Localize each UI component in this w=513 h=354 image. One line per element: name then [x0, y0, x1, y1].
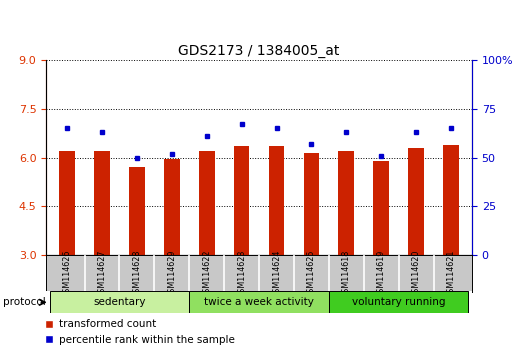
Text: GSM114628: GSM114628	[132, 249, 142, 298]
Bar	[199, 151, 214, 255]
Bar	[50, 291, 189, 313]
Text: GSM114618: GSM114618	[342, 249, 351, 298]
Text: GSM114620: GSM114620	[411, 249, 421, 298]
Text: GSM114621: GSM114621	[446, 249, 456, 298]
Text: GSM114623: GSM114623	[237, 249, 246, 298]
Legend: transformed count, percentile rank within the sample: transformed count, percentile rank withi…	[41, 315, 239, 349]
Text: protocol: protocol	[3, 297, 45, 307]
Bar	[164, 159, 180, 255]
Bar	[94, 151, 110, 255]
Text: GSM114622: GSM114622	[202, 249, 211, 298]
Bar	[373, 161, 389, 255]
Text: GSM114629: GSM114629	[167, 249, 176, 298]
Bar	[129, 167, 145, 255]
Bar	[269, 146, 284, 255]
Bar	[304, 153, 319, 255]
Text: voluntary running: voluntary running	[352, 297, 445, 307]
Text: GSM114624: GSM114624	[272, 249, 281, 298]
Text: GSM114619: GSM114619	[377, 249, 386, 298]
Bar	[339, 151, 354, 255]
Bar	[60, 151, 75, 255]
Text: GSM114625: GSM114625	[307, 249, 316, 298]
Title: GDS2173 / 1384005_at: GDS2173 / 1384005_at	[179, 44, 340, 58]
Text: twice a week activity: twice a week activity	[204, 297, 314, 307]
Bar	[443, 144, 459, 255]
Bar	[189, 291, 329, 313]
Text: GSM114627: GSM114627	[97, 249, 107, 298]
Bar	[329, 291, 468, 313]
Bar	[408, 148, 424, 255]
Text: sedentary: sedentary	[93, 297, 146, 307]
Bar	[234, 146, 249, 255]
Text: GSM114626: GSM114626	[63, 249, 72, 298]
